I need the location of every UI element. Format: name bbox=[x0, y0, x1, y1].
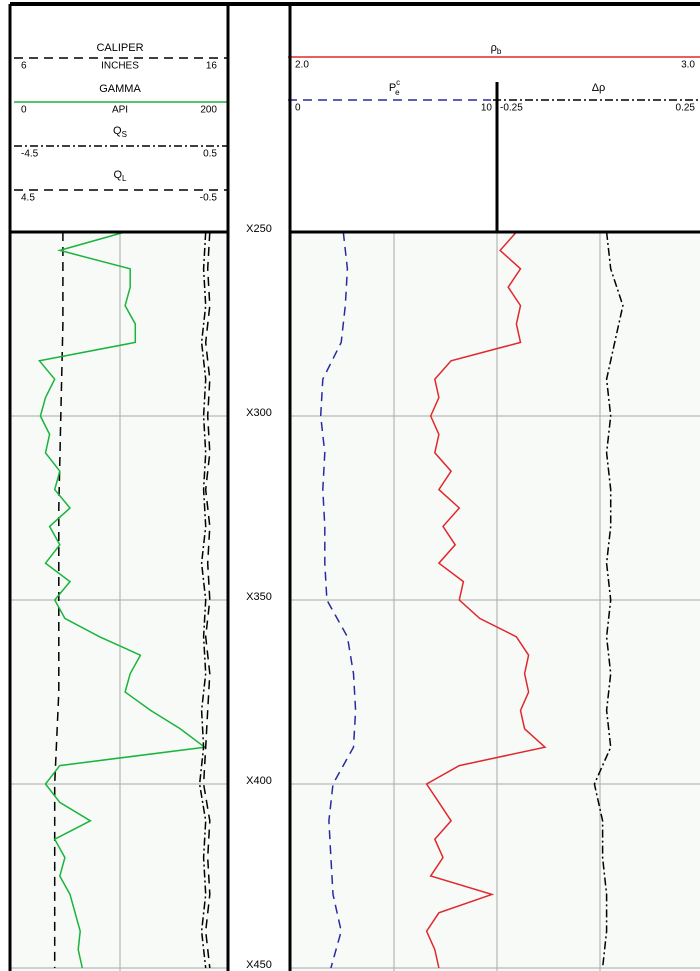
depth-label: X450 bbox=[246, 959, 272, 971]
curve-name: Pc e bbox=[389, 78, 400, 97]
curve-name: GAMMA bbox=[99, 83, 141, 95]
scale-label: 4.5 bbox=[21, 193, 35, 204]
curve-name-main: Q bbox=[113, 125, 122, 137]
curve-name-main: CALIPER bbox=[96, 42, 143, 54]
scale-label: 6 bbox=[21, 61, 27, 72]
depth-track bbox=[228, 5, 290, 971]
curve-name-main: P bbox=[389, 82, 396, 94]
curve-name: CALIPER bbox=[96, 42, 143, 54]
depth-label: X350 bbox=[246, 591, 272, 603]
scale-label: 200 bbox=[200, 105, 217, 116]
scale-label: 0.25 bbox=[676, 103, 696, 114]
depth-label: X300 bbox=[246, 407, 272, 419]
curve-name-main: ρ bbox=[491, 42, 497, 54]
curve bbox=[53, 232, 64, 968]
depth-label: X400 bbox=[246, 775, 272, 787]
left-header bbox=[10, 5, 228, 232]
curve-name-main: GAMMA bbox=[99, 83, 141, 95]
curve bbox=[198, 231, 207, 969]
vertical-grid bbox=[119, 232, 601, 971]
scale-label: 10 bbox=[481, 103, 493, 114]
curve bbox=[38, 231, 207, 969]
curve bbox=[593, 231, 624, 969]
right-header bbox=[290, 5, 700, 232]
scale-label: 0.5 bbox=[203, 149, 217, 160]
scale-label: -0.25 bbox=[500, 103, 523, 114]
scale-label: 16 bbox=[206, 61, 218, 72]
curve-name-sub: L bbox=[122, 174, 127, 183]
labels: X250 X300 X350 X400 X450 CALIPER INCHES 6 16 GAMM… bbox=[14, 42, 700, 971]
curve-name-sub: b bbox=[497, 47, 502, 56]
curve-name-sub: S bbox=[122, 130, 127, 139]
curve bbox=[319, 231, 357, 969]
depth-label: X250 bbox=[246, 223, 272, 235]
scale-label: 2.0 bbox=[295, 60, 309, 71]
frame bbox=[8, 2, 700, 971]
curve bbox=[202, 231, 211, 969]
curve-unit: API bbox=[112, 105, 128, 116]
curve-name-sub: e bbox=[395, 88, 400, 97]
scale-label: -0.5 bbox=[200, 193, 218, 204]
curve-name-main: Δρ bbox=[592, 82, 606, 94]
scale-label: -4.5 bbox=[21, 149, 39, 160]
scale-label: 3.0 bbox=[681, 60, 695, 71]
curves bbox=[38, 231, 624, 969]
curve-name: ρb bbox=[491, 42, 502, 56]
curve-name: QS bbox=[113, 125, 127, 139]
scale-label: 0 bbox=[21, 105, 27, 116]
scale-label: 0 bbox=[295, 103, 301, 114]
curve bbox=[425, 231, 547, 969]
curve-name: Δρ bbox=[592, 82, 606, 94]
curve-name-main: Q bbox=[113, 169, 122, 181]
curve-name: QL bbox=[113, 169, 127, 183]
curve-unit: INCHES bbox=[101, 61, 139, 72]
curve-name-sup: c bbox=[396, 78, 400, 87]
